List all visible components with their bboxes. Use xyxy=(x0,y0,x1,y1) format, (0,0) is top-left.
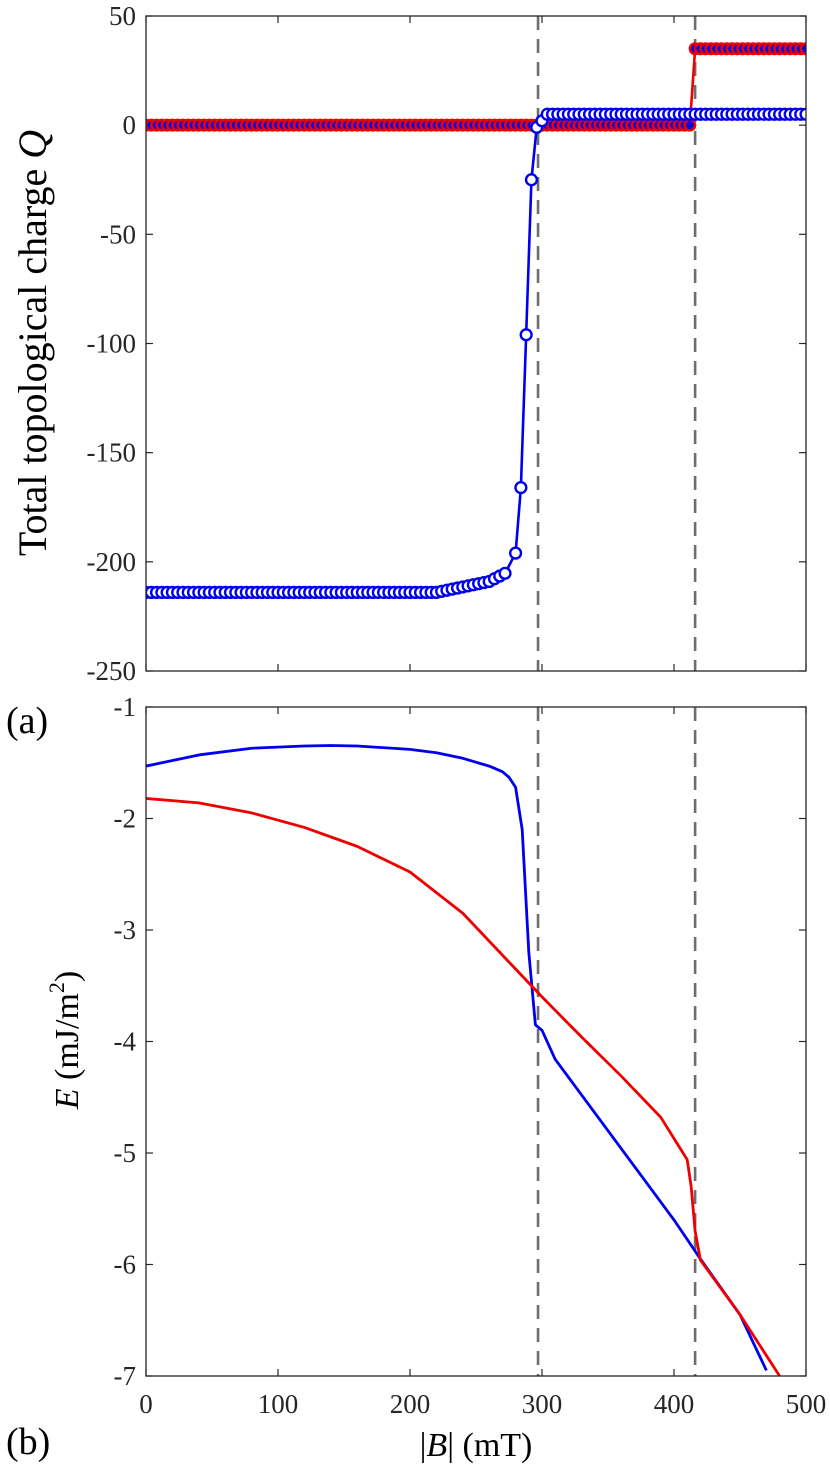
b-y-tick-label: -5 xyxy=(114,1138,137,1168)
panel-b-x-axis-label-unit: (mT) xyxy=(463,1427,533,1464)
b-y-tick-label: -3 xyxy=(114,915,137,945)
b-x-tick-label: 100 xyxy=(258,1389,299,1419)
panel-b-series xyxy=(146,744,781,1376)
a-y-tick-label: -50 xyxy=(100,219,136,249)
panel-a: -250 -200 -150 -100 -50 0 50 (a) Total topolog… xyxy=(6,1,807,742)
panel-a-blue-point xyxy=(498,566,512,580)
b-y-tick-label: -1 xyxy=(114,692,137,722)
b-y-tick-label: -4 xyxy=(114,1027,137,1057)
b-y-tick-label: -7 xyxy=(114,1361,137,1391)
panel-a-label: (a) xyxy=(6,700,48,742)
panel-b-x-axis-label: |B| (mT) xyxy=(420,1427,533,1464)
panel-b-y-axis-label-sup: 2 xyxy=(44,982,69,993)
panel-a-blue-point xyxy=(508,546,523,560)
b-x-tick-label: 200 xyxy=(390,1389,431,1419)
panel-a-blue-point xyxy=(524,173,539,187)
panel-b-y-axis-label-var: E xyxy=(49,1088,86,1110)
panel-a-y-axis-label-text: Total topological charge xyxy=(10,169,55,556)
panel-b-y-axis-label: E (mJ/m2) xyxy=(44,971,86,1111)
b-x-tick-label: 400 xyxy=(654,1389,695,1419)
a-y-tick-label: 0 xyxy=(123,110,137,140)
panel-b-x-tick-labels: 0 100 200 300 400 500 xyxy=(139,1389,826,1419)
panel-b-x-axis-label-var: B xyxy=(426,1427,447,1464)
panel-a-series xyxy=(146,42,806,600)
a-y-tick-label: -150 xyxy=(87,438,137,468)
panel-a-blue-point xyxy=(514,481,528,495)
panel-a-frame xyxy=(145,15,807,672)
panel-a-y-tick-labels: -250 -200 -150 -100 -50 0 50 xyxy=(87,1,137,686)
panel-b-y-tick-labels: -7 -6 -5 -4 -3 -2 -1 xyxy=(114,692,137,1391)
a-y-tick-label: 50 xyxy=(109,1,136,31)
a-y-tick-label: -250 xyxy=(87,656,137,686)
a-y-tick-label: -100 xyxy=(87,329,137,359)
panel-a-y-axis-label: Total topological charge Q xyxy=(10,130,55,556)
panel-b-y-axis-label-unit: (mJ/m xyxy=(49,993,86,1080)
panel-b-ticks xyxy=(145,706,807,1377)
panel-a-blue-point xyxy=(519,328,533,342)
b-x-tick-label: 300 xyxy=(522,1389,563,1419)
panel-b-label: (b) xyxy=(6,1421,50,1463)
panel-b: 0 100 200 300 400 500 -7 -6 -5 -4 -3 -2 -1 (b) |B| … xyxy=(6,692,826,1464)
b-y-tick-label: -2 xyxy=(114,804,137,834)
a-y-tick-label: -200 xyxy=(87,547,137,577)
panel-a-y-axis-label-var: Q xyxy=(10,130,55,159)
panel-b-y-axis-label-close: ) xyxy=(49,971,86,982)
b-y-tick-label: -6 xyxy=(114,1250,137,1280)
b-x-tick-label: 0 xyxy=(139,1389,153,1419)
panel-b-blue-series-line xyxy=(146,744,768,1372)
panel-a-red-point xyxy=(683,118,697,132)
panel-b-dashed-lines xyxy=(536,707,697,1376)
panel-b-frame xyxy=(145,706,807,1377)
panel-a-blue-series-line xyxy=(146,112,806,594)
panel-b-red-series-line xyxy=(146,797,781,1376)
panel-a-dashed-lines xyxy=(536,16,697,671)
b-x-tick-label: 500 xyxy=(786,1389,827,1419)
